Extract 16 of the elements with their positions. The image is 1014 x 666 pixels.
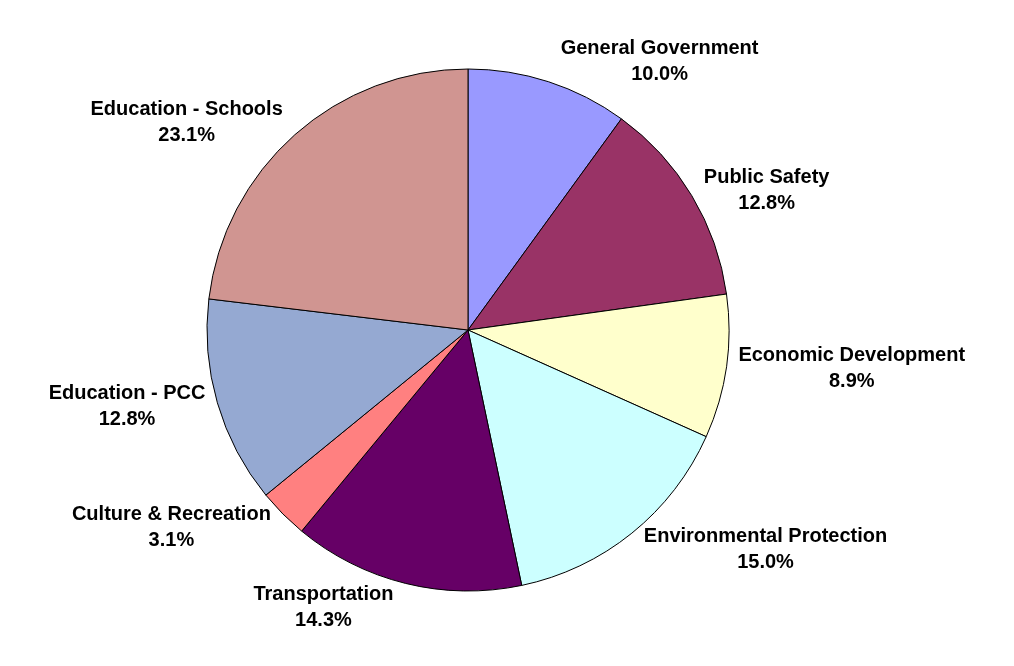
- slice-label: Culture & Recreation: [71, 501, 271, 524]
- data-label: 14.3%: [295, 608, 353, 631]
- data-label: 23.1%: [158, 123, 216, 146]
- data-label: 10.0%: [631, 62, 689, 85]
- slice-label: Education - Schools: [90, 97, 283, 120]
- slice-label: Public Safety: [703, 165, 831, 188]
- data-label: 12.8%: [738, 191, 796, 214]
- data-label: 12.8%: [98, 406, 156, 429]
- slice-label: Environmental Protection: [643, 523, 888, 546]
- data-label: 8.9%: [828, 369, 875, 392]
- data-label: 3.1%: [148, 527, 195, 550]
- slice-label: Transportation: [253, 582, 394, 605]
- slice-label: Education - PCC: [48, 380, 206, 403]
- slice-label: Economic Development: [738, 343, 966, 366]
- data-label: 15.0%: [737, 549, 795, 572]
- slice-label: General Government: [560, 36, 759, 59]
